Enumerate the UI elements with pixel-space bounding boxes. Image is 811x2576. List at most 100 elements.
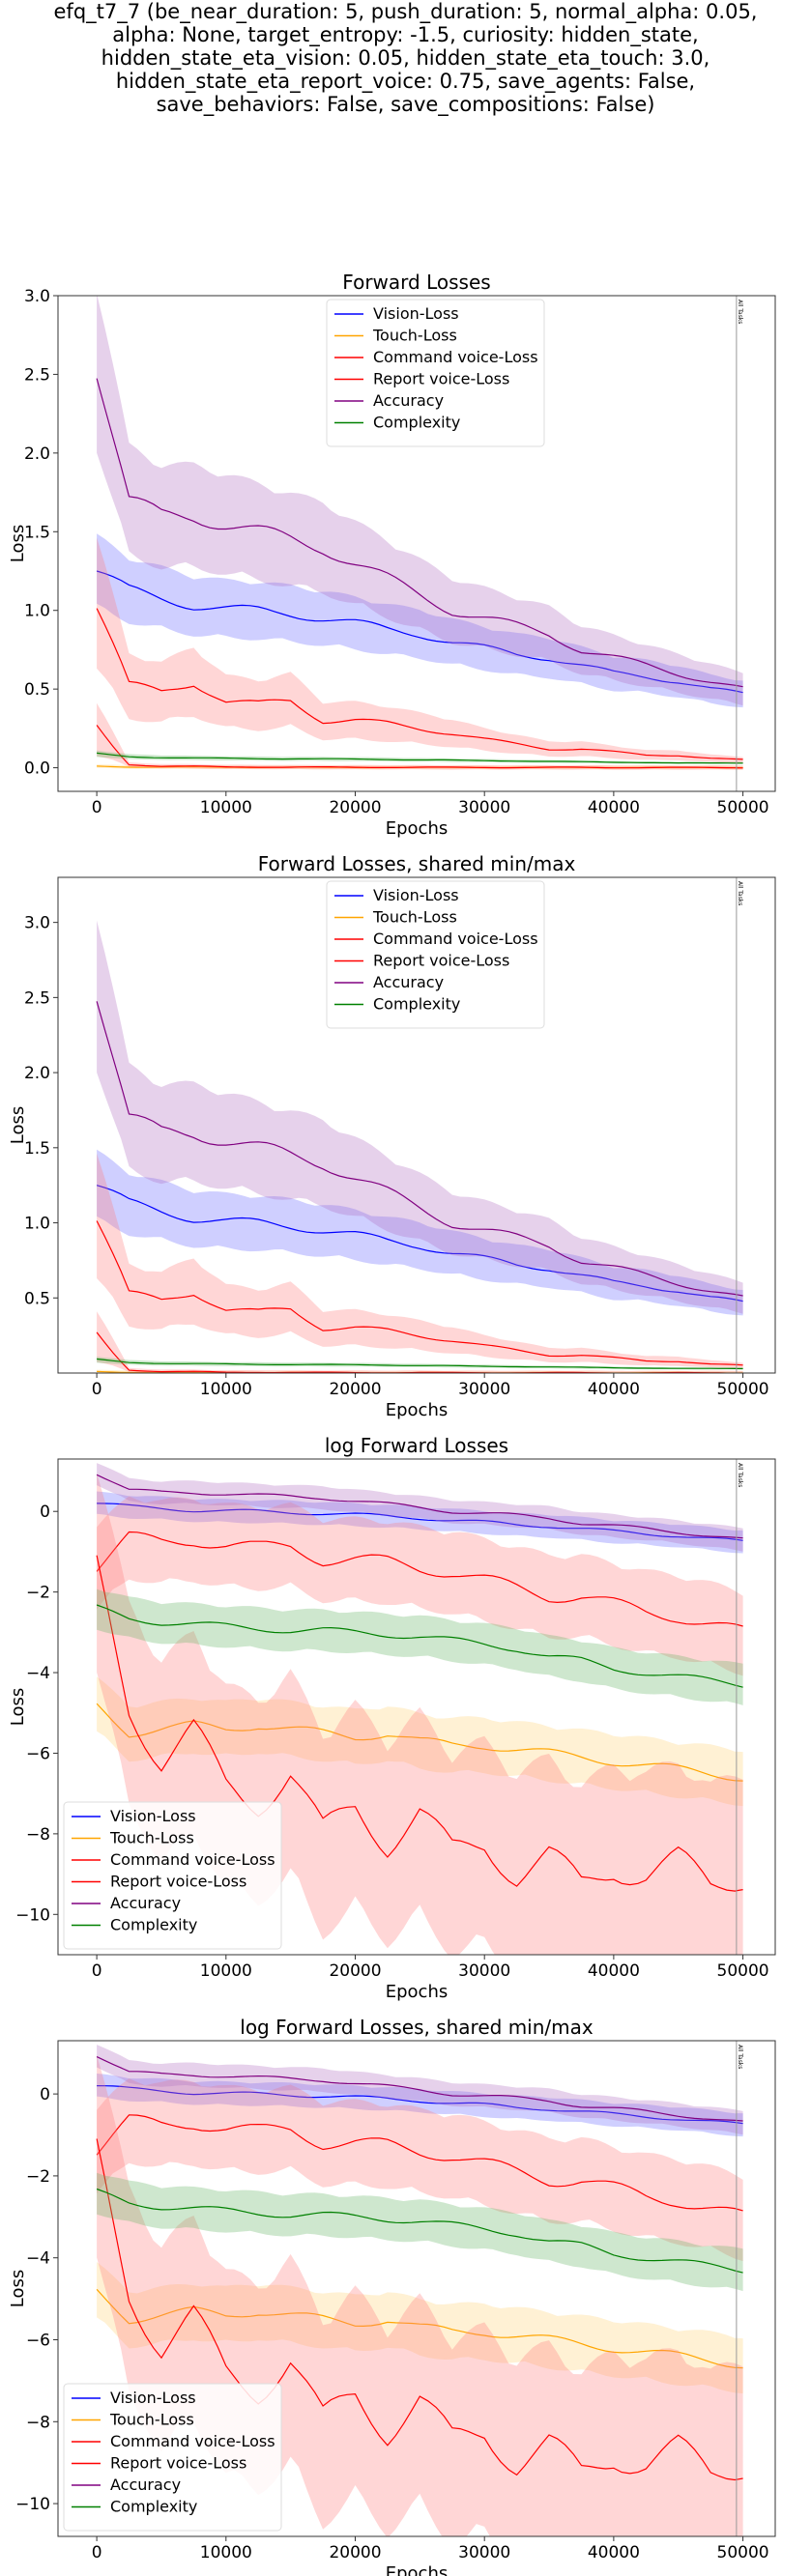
task-divider-label: All Tasks	[737, 2045, 743, 2069]
series-line-command-voice-loss	[96, 1220, 743, 1366]
legend-label: Report voice-Loss	[110, 2454, 246, 2473]
series-line-complexity	[97, 752, 743, 764]
legend-box	[326, 880, 545, 1029]
y-tick-label: 0.5	[24, 680, 50, 700]
x-tick-label: 20000	[329, 1380, 381, 1399]
legend-label: Report voice-Loss	[373, 952, 509, 970]
series-line-vision-loss	[97, 2085, 743, 2125]
series-band-complexity	[97, 750, 743, 764]
x-tick-label: 0	[92, 1961, 102, 1981]
legend-label: Command voice-Loss	[110, 1850, 275, 1869]
series-band-touch-loss	[97, 2262, 743, 2394]
y-tick-label: 2.0	[24, 444, 50, 464]
x-tick-label: 40000	[588, 1961, 640, 1981]
y-tick-label: −8	[26, 2413, 50, 2432]
legend: Vision-Loss Touch-Loss Command voice-Loss R…	[63, 1801, 282, 1950]
legend-label: Touch-Loss	[109, 2411, 194, 2429]
y-tick-label: 0.5	[24, 1289, 50, 1308]
legend-label: Accuracy	[110, 2476, 181, 2494]
y-tick-label: −6	[26, 2331, 50, 2350]
y-tick-label: 0	[40, 2085, 50, 2104]
y-tick-label: 1.5	[24, 1139, 50, 1159]
x-tick-label: 10000	[200, 798, 252, 817]
y-axis-label: Loss	[8, 1688, 28, 1726]
series-line-accuracy	[96, 2056, 743, 2122]
legend-label: Touch-Loss	[109, 1829, 194, 1847]
x-tick-label: 30000	[458, 1961, 510, 1981]
series-band-command-voice-loss	[97, 537, 743, 763]
x-tick-label: 40000	[588, 2543, 640, 2562]
legend-label: Command voice-Loss	[110, 2432, 275, 2450]
chart-title: Forward Losses, shared min/max	[258, 852, 576, 875]
y-tick-label: −4	[26, 1664, 50, 1683]
forward-losses-shared-chart: Forward Losses, shared min/max All Tasks 0…	[8, 852, 776, 1420]
series-band-command-voice-loss	[97, 1153, 743, 1369]
x-tick-label: 0	[92, 2543, 102, 2562]
legend-label: Complexity	[373, 414, 460, 432]
legend-label: Vision-Loss	[110, 1807, 196, 1825]
series-line-complexity	[96, 1604, 743, 1688]
legend-label: Touch-Loss	[372, 327, 457, 345]
y-tick-label: 3.0	[24, 914, 50, 933]
legend-label: Report voice-Loss	[110, 1873, 246, 1891]
legend: Vision-Loss Touch-Loss Command voice-Loss R…	[326, 880, 545, 1029]
series-band-vision-loss	[97, 533, 743, 708]
forward-losses-chart: Forward Losses All Tasks 0 10000 20000 30000 4…	[8, 271, 776, 839]
suptitle-line: alpha: None, target_entropy: -1.5, curio…	[112, 23, 699, 46]
legend-label: Touch-Loss	[372, 908, 457, 927]
x-tick-label: 10000	[200, 1380, 252, 1399]
figure-suptitle: efq_t7_7 (be_near_duration: 5, push_dura…	[0, 0, 811, 116]
series-line-report-voice-loss	[96, 1555, 743, 1892]
series-line-vision-loss	[96, 570, 743, 694]
x-tick-label: 50000	[717, 1380, 769, 1399]
log-forward-losses-chart: log Forward Losses All Tasks 0 10000 20000 30…	[8, 1434, 776, 2002]
series-line-report-voice-loss	[96, 1331, 743, 1373]
legend-label: Command voice-Loss	[373, 930, 538, 948]
y-tick-label: −8	[26, 1825, 50, 1845]
legend-label: Complexity	[110, 2498, 197, 2516]
suptitle-line: hidden_state_eta_report_voice: 0.75, sav…	[115, 70, 696, 93]
series-line-touch-loss	[96, 2288, 743, 2369]
y-axis-label: Loss	[8, 525, 28, 562]
x-tick-label: 20000	[329, 2543, 381, 2562]
plot-area	[96, 296, 743, 770]
series-line-touch-loss	[96, 1703, 743, 1782]
plot-frame	[57, 295, 776, 792]
y-tick-label: 1.5	[24, 523, 50, 542]
legend-label: Report voice-Loss	[373, 370, 509, 388]
series-band-accuracy	[97, 296, 743, 706]
x-tick-label: 0	[92, 798, 102, 817]
y-tick-label: −10	[15, 1905, 50, 1925]
suptitle-line: save_behaviors: False, save_compositions…	[156, 93, 655, 116]
legend-label: Vision-Loss	[373, 304, 459, 323]
series-band-complexity	[97, 2172, 743, 2292]
x-tick-label: 30000	[458, 1380, 510, 1399]
legend-label: Vision-Loss	[110, 2389, 196, 2407]
series-line-command-voice-loss	[96, 608, 743, 760]
y-tick-label: −4	[26, 2249, 50, 2269]
legend-label: Vision-Loss	[373, 886, 459, 904]
y-tick-label: 1.0	[24, 1215, 50, 1234]
legend-label: Accuracy	[110, 1894, 181, 1912]
y-axis-label: Loss	[8, 2270, 28, 2307]
x-tick-label: 30000	[458, 798, 510, 817]
chart-title: log Forward Losses, shared min/max	[240, 2016, 594, 2039]
x-tick-label: 10000	[200, 1961, 252, 1981]
series-line-command-voice-loss	[96, 2114, 743, 2212]
log-forward-losses-shared-chart: log Forward Losses, shared min/max All Ta…	[8, 2016, 776, 2576]
x-axis-label: Epochs	[386, 818, 449, 839]
plot-frame	[57, 876, 776, 1374]
y-tick-label: 1.0	[24, 602, 50, 621]
series-band-accuracy	[97, 920, 743, 1314]
legend: Vision-Loss Touch-Loss Command voice-Loss R…	[326, 299, 545, 447]
legend: Vision-Loss Touch-Loss Command voice-Loss R…	[63, 2383, 282, 2532]
plot-frame	[57, 2040, 776, 2537]
x-axis-label: Epochs	[386, 1982, 449, 2002]
series-line-complexity	[97, 1358, 743, 1370]
x-tick-label: 0	[92, 1380, 102, 1399]
y-tick-label: 0.0	[24, 759, 50, 779]
x-tick-label: 50000	[717, 2543, 769, 2562]
series-band-vision-loss	[97, 2074, 743, 2137]
x-tick-label: 50000	[717, 798, 769, 817]
plot-frame	[57, 1458, 776, 1956]
